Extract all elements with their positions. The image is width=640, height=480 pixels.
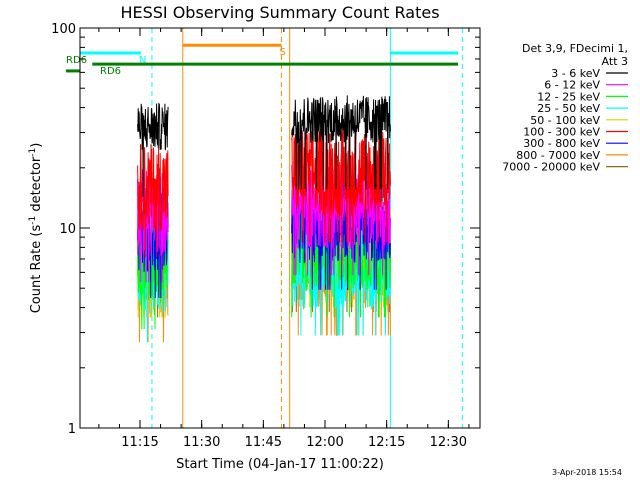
y-tick-label: 100 bbox=[51, 22, 76, 37]
rd-bar-label: RD6 bbox=[100, 66, 121, 77]
legend-entry-label: 3 - 6 keV bbox=[551, 67, 600, 80]
x-tick-label: 12:30 bbox=[430, 435, 467, 450]
x-tick-label: 11:45 bbox=[245, 435, 282, 450]
series-line bbox=[291, 129, 391, 243]
axes bbox=[79, 27, 481, 429]
y-tick-label: 1 bbox=[68, 422, 76, 437]
legend-entry-label: 300 - 800 keV bbox=[523, 137, 600, 150]
series-line bbox=[137, 215, 169, 330]
series-line bbox=[137, 102, 169, 198]
legend-header-line2: Att 3 bbox=[602, 55, 628, 68]
x-tick-label: 12:00 bbox=[306, 435, 343, 450]
saa-bar-label: S bbox=[279, 47, 285, 58]
x-tick-label: 11:15 bbox=[121, 435, 158, 450]
night-bar-label: N bbox=[139, 55, 146, 66]
chart-title: HESSI Observing Summary Count Rates bbox=[120, 3, 439, 22]
legend: Det 3,9, FDecimi 1, Att 3 7000 - 20000 k… bbox=[502, 42, 628, 174]
x-axis-label: Start Time (04-Jan-17 11:00:22) bbox=[176, 457, 384, 472]
legend-entry-label: 12 - 25 keV bbox=[537, 90, 600, 103]
footer-date: 3-Apr-2018 15:54 bbox=[552, 468, 622, 477]
y-axis-label: Count Rate (s-1 detector-1) bbox=[28, 143, 44, 314]
rd-bar-label: RD6 bbox=[66, 55, 87, 66]
legend-entry-label: 100 - 300 keV bbox=[523, 126, 600, 139]
x-tick-labels: 11:15 11:30 11:45 12:00 12:15 12:30 bbox=[121, 435, 467, 450]
series-line bbox=[291, 95, 391, 190]
legend-entry-label: 6 - 12 keV bbox=[544, 79, 600, 92]
legend-entry-label: 25 - 50 keV bbox=[537, 102, 600, 115]
y-tick-labels: 1 10 100 bbox=[51, 22, 76, 437]
x-tick-label: 11:30 bbox=[183, 435, 220, 450]
plot-area: N S RD6 RD6 bbox=[66, 28, 463, 428]
x-tick-label: 12:15 bbox=[368, 435, 405, 450]
legend-entry-label: 800 - 7000 keV bbox=[516, 149, 600, 162]
series-line bbox=[137, 143, 169, 258]
y-tick-label: 10 bbox=[59, 222, 76, 237]
legend-entry-label: 7000 - 20000 keV bbox=[502, 161, 600, 174]
legend-entry-label: 50 - 100 keV bbox=[530, 114, 600, 127]
series-line bbox=[137, 184, 169, 299]
legend-header-line1: Det 3,9, FDecimi 1, bbox=[522, 42, 628, 55]
